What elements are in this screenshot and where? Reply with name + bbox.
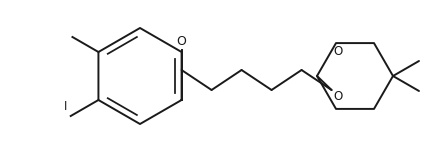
Text: I: I (64, 100, 68, 113)
Text: O: O (177, 35, 187, 48)
Text: O: O (333, 45, 343, 58)
Text: O: O (333, 90, 343, 103)
